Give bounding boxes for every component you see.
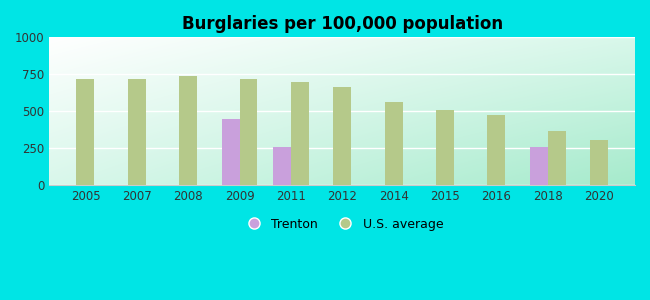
Bar xyxy=(333,87,351,185)
Bar xyxy=(548,131,566,185)
Bar xyxy=(291,82,309,185)
Bar xyxy=(128,79,146,185)
Bar xyxy=(488,115,505,185)
Bar xyxy=(239,79,257,185)
Bar xyxy=(77,79,94,185)
Bar xyxy=(222,119,239,185)
Bar xyxy=(436,110,454,185)
Bar xyxy=(530,147,548,185)
Bar xyxy=(590,140,608,185)
Bar xyxy=(179,76,197,185)
Legend: Trenton, U.S. average: Trenton, U.S. average xyxy=(236,212,448,236)
Bar xyxy=(273,147,291,185)
Bar xyxy=(385,102,402,185)
Title: Burglaries per 100,000 population: Burglaries per 100,000 population xyxy=(182,15,503,33)
